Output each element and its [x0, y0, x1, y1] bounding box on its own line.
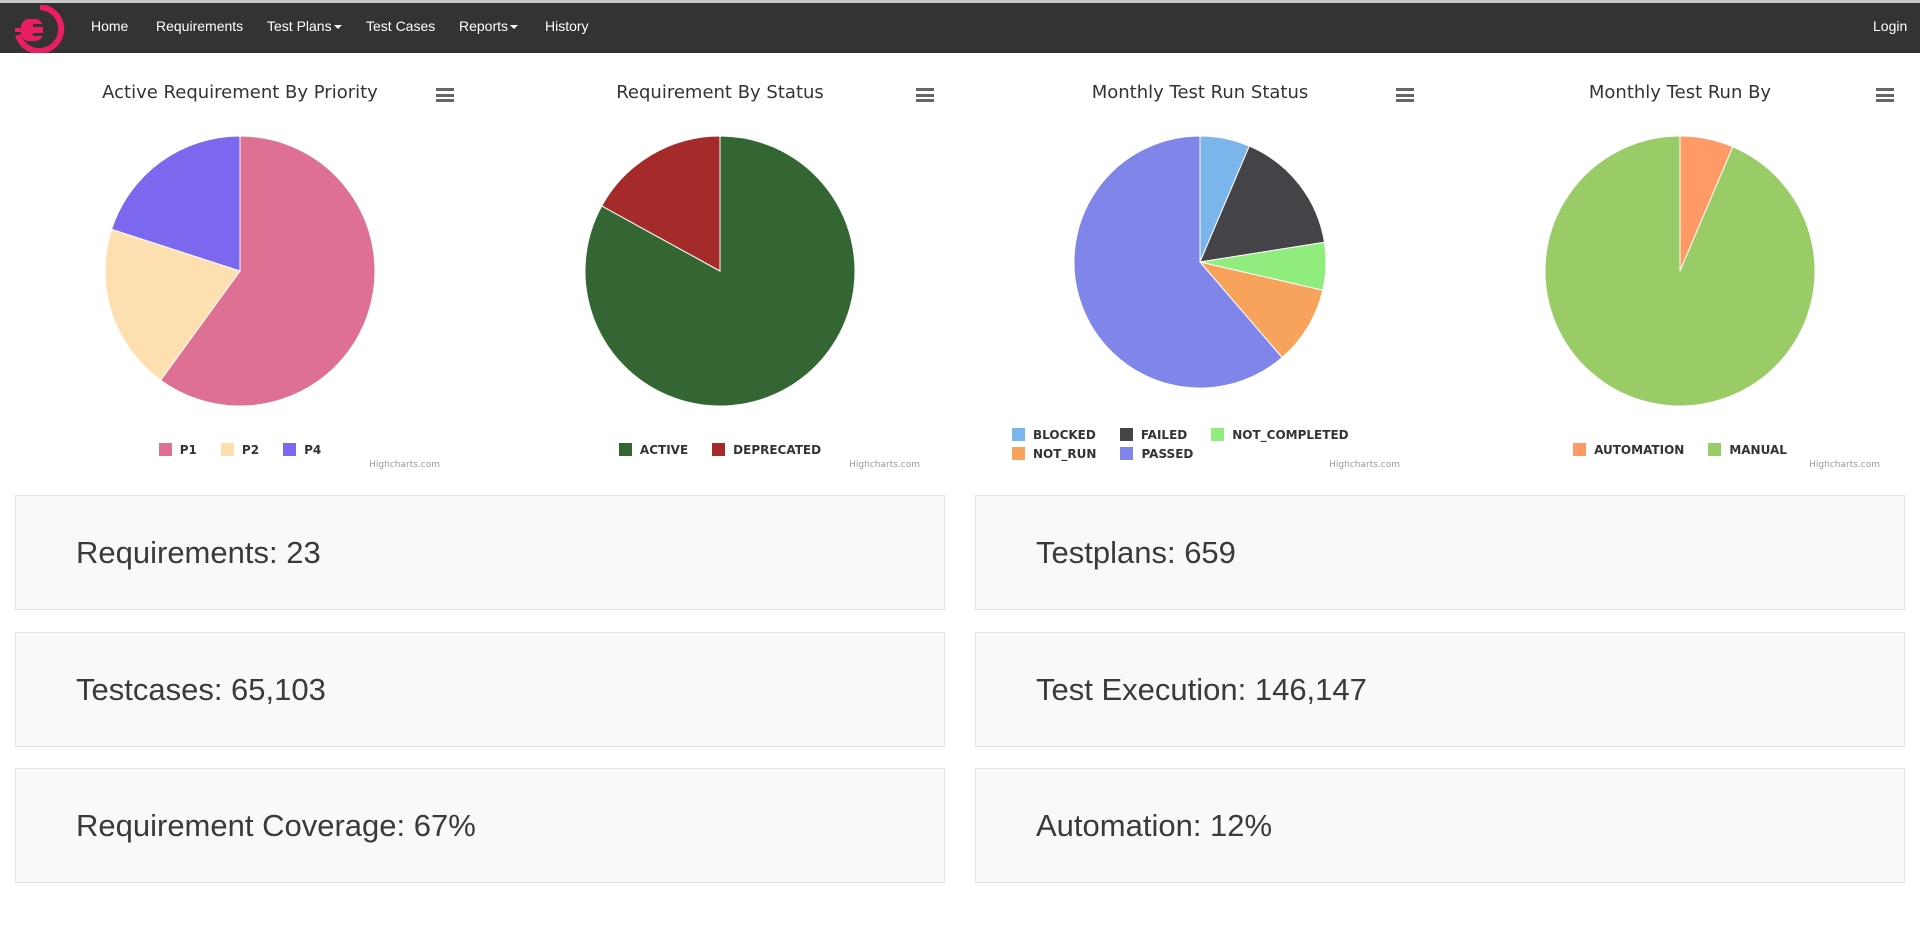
chart-menu-hamburger-icon[interactable] — [436, 88, 454, 102]
nav-test-cases[interactable]: Test Cases — [366, 18, 436, 34]
chart-legend: ACTIVE DEPRECATED — [480, 443, 960, 457]
legend-label: P1 — [179, 443, 197, 457]
legend-item-p1[interactable]: P1 — [158, 443, 197, 457]
pie-chart-4: Monthly Test Run By AUTOMATION MANUAL High… — [1440, 60, 1920, 480]
nav-reports[interactable]: Reports — [459, 18, 519, 34]
legend-swatch — [1708, 443, 1722, 456]
legend-swatch — [1012, 428, 1025, 441]
legend-label: PASSED — [1141, 447, 1194, 461]
chart-menu-hamburger-icon[interactable] — [1396, 88, 1414, 102]
pie-svg — [1544, 135, 1816, 407]
pie-slice-p2[interactable] — [104, 228, 241, 381]
chart-menu-hamburger-icon[interactable] — [916, 88, 934, 102]
legend-item-manual[interactable]: MANUAL — [1708, 443, 1787, 457]
chart-menu-hamburger-icon[interactable] — [1876, 88, 1894, 102]
chart-legend: AUTOMATION MANUAL — [1440, 443, 1920, 457]
stat-test-execution: Test Execution: 146,147 — [975, 632, 1905, 747]
nav-requirements[interactable]: Requirements — [156, 18, 244, 34]
pie-slice-not-run[interactable] — [1198, 261, 1324, 359]
stat-label: Testplans: 659 — [1036, 535, 1236, 570]
legend-label: ACTIVE — [639, 443, 689, 457]
stat-label: Test Execution: 146,147 — [1036, 672, 1367, 707]
stat-label: Testcases: 65,103 — [76, 672, 326, 707]
pie-slice-failed[interactable] — [1199, 145, 1326, 263]
nav-test-plans[interactable]: Test Plans — [267, 18, 342, 34]
pie-slice-p1[interactable] — [159, 135, 376, 407]
legend-swatch — [1119, 428, 1133, 441]
nav-home[interactable]: Home — [91, 18, 129, 34]
legend-item-deprecated[interactable]: DEPRECATED — [712, 443, 821, 457]
legend-label: AUTOMATION — [1594, 443, 1685, 457]
stat-automation: Automation: 12% — [975, 768, 1905, 883]
caret-down-icon — [510, 25, 519, 30]
chart-legend: BLOCKED FAILED NOT_COMPLETED NOT_RUN PASSED — [960, 426, 1400, 464]
pie-svg — [104, 135, 376, 407]
highcharts-credit-link[interactable]: Highcharts.com — [849, 460, 920, 470]
stat-requirements: Requirements: 23 — [15, 495, 945, 610]
pie-slice-deprecated[interactable] — [601, 135, 721, 272]
navbar: Home Requirements Test Plans Test Cases … — [0, 3, 1920, 53]
highcharts-credit-link[interactable]: Highcharts.com — [1329, 460, 1400, 470]
highcharts-credit-link[interactable]: Highcharts.com — [1809, 460, 1880, 470]
nav-test-plans-label: Test Plans — [267, 18, 332, 34]
login-link[interactable]: Login — [1873, 18, 1908, 34]
plug-logo-icon[interactable] — [15, 5, 65, 53]
legend-swatch — [158, 443, 172, 456]
legend-item-automation[interactable]: AUTOMATION — [1573, 443, 1684, 457]
legend-item-not-completed[interactable]: NOT_COMPLETED — [1211, 426, 1349, 445]
legend-swatch — [220, 443, 234, 456]
pie-slice-manual[interactable] — [1544, 135, 1816, 407]
stat-label: Requirements: 23 — [76, 535, 321, 570]
stat-testplans: Testplans: 659 — [975, 495, 1905, 610]
stat-requirement-coverage: Requirement Coverage: 67% — [15, 768, 945, 883]
pie-chart-2: Requirement By Status ACTIVE DEPRECATED Hi… — [480, 60, 960, 480]
legend-swatch — [712, 443, 726, 456]
legend-swatch — [1573, 443, 1587, 456]
pie-svg — [584, 135, 856, 407]
legend-label: FAILED — [1140, 428, 1188, 442]
chart-title: Requirement By Status — [616, 82, 824, 103]
legend-label: MANUAL — [1729, 443, 1787, 457]
legend-label: NOT_RUN — [1033, 447, 1097, 461]
legend-item-active[interactable]: ACTIVE — [618, 443, 689, 457]
legend-swatch — [1012, 447, 1025, 460]
pie-chart-3: Monthly Test Run Status BLOCKED FAILED NOT… — [960, 60, 1440, 480]
legend-label: NOT_COMPLETED — [1232, 428, 1349, 442]
chart-title: Active Requirement By Priority — [102, 82, 378, 103]
top-strip — [0, 0, 1920, 3]
caret-down-icon — [333, 25, 342, 30]
highcharts-credit-link[interactable]: Highcharts.com — [369, 460, 440, 470]
legend-item-passed[interactable]: PASSED — [1120, 445, 1193, 464]
legend-item-not-run[interactable]: NOT_RUN — [1012, 445, 1096, 464]
legend-item-p2[interactable]: P2 — [220, 443, 260, 457]
legend-label: P4 — [304, 443, 322, 457]
pie-chart-1: Active Requirement By Priority P1 P2 P4 Hig… — [0, 60, 480, 480]
legend-swatch — [1120, 447, 1134, 460]
legend-item-blocked[interactable]: BLOCKED — [1012, 426, 1096, 445]
legend-swatch — [1211, 428, 1225, 441]
chart-title: Monthly Test Run By — [1588, 82, 1772, 103]
legend-swatch — [618, 443, 632, 456]
legend-swatch — [283, 443, 297, 456]
legend-label: P2 — [241, 443, 260, 457]
chart-legend: P1 P2 P4 — [0, 443, 480, 457]
legend-item-p4[interactable]: P4 — [283, 443, 321, 457]
stat-testcases: Testcases: 65,103 — [15, 632, 945, 747]
chart-title: Monthly Test Run Status — [1091, 82, 1309, 103]
nav-reports-label: Reports — [459, 18, 509, 34]
nav-history[interactable]: History — [545, 18, 589, 34]
pie-slice-p4[interactable] — [110, 135, 241, 272]
stat-label: Requirement Coverage: 67% — [76, 808, 476, 843]
stat-label: Automation: 12% — [1036, 808, 1273, 843]
legend-label: BLOCKED — [1033, 428, 1096, 442]
legend-label: DEPRECATED — [733, 443, 822, 457]
pie-svg — [1073, 135, 1327, 389]
pie-slice-passed[interactable] — [1073, 135, 1283, 389]
legend-item-failed[interactable]: FAILED — [1119, 426, 1188, 445]
